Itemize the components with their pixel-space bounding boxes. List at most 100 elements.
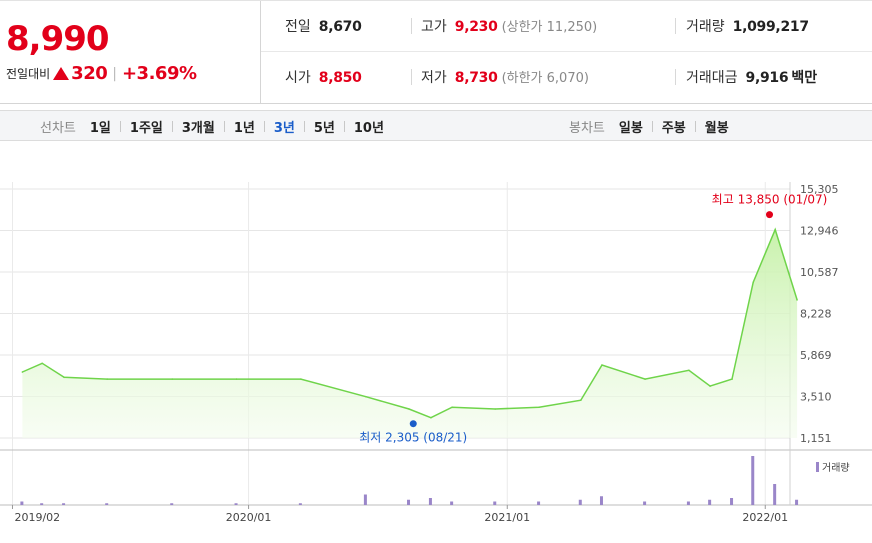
y-axis-ticks: 15,305 12,946 10,587 8,228 5,869 3,510 1,151 bbox=[800, 183, 839, 445]
line-chart-label[interactable]: 선차트 bbox=[40, 121, 76, 136]
price-point bbox=[579, 399, 582, 401]
candle-button-2[interactable]: 월봉 bbox=[704, 121, 729, 136]
y-tick-label: 8,228 bbox=[800, 308, 832, 321]
price-chart: 15,305 12,946 10,587 8,228 5,869 3,510 1,151 거… bbox=[0, 182, 872, 524]
prev-close-label: 전일 bbox=[285, 19, 311, 35]
price-point bbox=[538, 406, 540, 409]
amount-value: 9,916 bbox=[745, 70, 789, 86]
change-divider: | bbox=[112, 65, 117, 82]
price-box: 8,990 전일대비 320 | +3.69% bbox=[0, 1, 261, 104]
divider bbox=[675, 69, 676, 85]
quote-row-1: 전일 8,670 고가 9,230 (상한가 11,250) 거래량 1,099… bbox=[261, 1, 872, 52]
open-label: 시가 bbox=[285, 70, 311, 86]
volume-bar bbox=[643, 501, 647, 505]
up-triangle-icon bbox=[53, 67, 70, 80]
volume-bar bbox=[105, 503, 109, 505]
candle-chart-label[interactable]: 봉차트 bbox=[569, 121, 605, 136]
low-marker bbox=[409, 420, 417, 428]
volume-bar bbox=[428, 498, 432, 505]
volume-value: 1,099,217 bbox=[732, 19, 809, 35]
price-point bbox=[494, 408, 497, 410]
low-label: 저가 bbox=[421, 70, 447, 86]
volume-label: 거래량 bbox=[686, 19, 725, 35]
volume-bar bbox=[363, 494, 367, 505]
period-button-6[interactable]: 10년 bbox=[353, 121, 384, 136]
price-point bbox=[235, 378, 238, 380]
high-marker bbox=[766, 211, 774, 219]
x-tick-label: 2022/01 bbox=[742, 511, 788, 524]
divider bbox=[411, 18, 412, 34]
period-button-3[interactable]: 1년 bbox=[233, 121, 255, 136]
chart-toolbar: 선차트 1일 1주일 3개월 1년 3년 5년 10년 봉차트 일봉 주봉 월봉 bbox=[0, 110, 872, 141]
open-value: 8,850 bbox=[318, 70, 362, 86]
period-button-4[interactable]: 3년 bbox=[273, 121, 295, 136]
y-tick-label: 10,587 bbox=[800, 266, 839, 279]
price-point bbox=[731, 378, 733, 380]
period-button-5[interactable]: 5년 bbox=[313, 121, 335, 136]
change-amount: 320 bbox=[71, 63, 108, 84]
y-tick-label: 5,869 bbox=[800, 349, 832, 362]
volume-bar bbox=[751, 456, 755, 505]
candle-chart-periods: 봉차트 일봉 주봉 월봉 bbox=[569, 117, 729, 136]
price-point bbox=[644, 378, 646, 380]
toolbar-divider bbox=[119, 121, 121, 132]
low-price: 저가 8,730 (하한가 6,070) bbox=[421, 67, 589, 87]
toolbar-divider bbox=[303, 121, 305, 132]
high-price: 고가 9,230 (상한가 11,250) bbox=[421, 16, 597, 36]
volume-bar bbox=[795, 499, 799, 505]
volume-bar bbox=[493, 501, 497, 505]
volume-bars: 거래량 bbox=[20, 456, 850, 505]
price-point bbox=[63, 376, 65, 379]
amount-label: 거래대금 bbox=[686, 70, 738, 86]
volume-bar bbox=[537, 501, 541, 505]
x-axis-ticks: 2019/02 2020/01 2021/01 2022/01 bbox=[11, 505, 788, 524]
volume-bar bbox=[170, 503, 174, 505]
x-tick-label: 2021/01 bbox=[484, 511, 530, 524]
price-change: 전일대비 320 | +3.69% bbox=[6, 63, 197, 84]
toolbar-divider bbox=[263, 121, 265, 132]
amount-unit: 백만 bbox=[791, 70, 818, 86]
period-button-0[interactable]: 1일 bbox=[89, 121, 111, 136]
y-tick-label: 3,510 bbox=[800, 391, 832, 404]
volume-bar bbox=[407, 499, 411, 505]
price-point bbox=[430, 416, 432, 419]
period-button-1[interactable]: 1주일 bbox=[129, 121, 163, 136]
period-button-2[interactable]: 3개월 bbox=[181, 121, 215, 136]
low-value: 8,730 bbox=[454, 70, 498, 86]
volume: 거래량 1,099,217 bbox=[686, 16, 809, 36]
y-tick-label: 12,946 bbox=[800, 225, 839, 238]
price-point bbox=[796, 299, 798, 301]
x-tick-label: 2020/01 bbox=[226, 511, 272, 524]
price-point bbox=[688, 369, 690, 372]
volume-bar bbox=[578, 499, 582, 505]
volume-bar bbox=[730, 498, 734, 505]
candle-button-1[interactable]: 주봉 bbox=[661, 121, 686, 136]
high-label: 최고 13,850 (01/07) bbox=[712, 193, 828, 207]
volume-bar bbox=[62, 503, 66, 505]
price-points bbox=[21, 228, 798, 419]
volume-bar bbox=[686, 501, 690, 505]
price-point bbox=[709, 385, 711, 387]
toolbar-divider bbox=[651, 121, 653, 132]
toolbar-divider bbox=[694, 121, 696, 132]
volume-bar bbox=[599, 496, 603, 505]
price-area bbox=[22, 229, 798, 438]
prev-close: 전일 8,670 bbox=[285, 16, 362, 36]
toolbar-divider bbox=[171, 121, 173, 132]
divider bbox=[675, 18, 676, 34]
price-point bbox=[774, 228, 776, 231]
trade-amount: 거래대금 9,916 백만 bbox=[686, 67, 817, 87]
quote-row-2: 시가 8,850 저가 8,730 (하한가 6,070) 거래대금 9,916… bbox=[261, 52, 872, 103]
candle-button-0[interactable]: 일봉 bbox=[618, 121, 643, 136]
price-point bbox=[300, 378, 302, 380]
volume-bar bbox=[234, 503, 238, 505]
line-chart-periods: 선차트 1일 1주일 3개월 1년 3년 5년 10년 bbox=[40, 117, 384, 136]
volume-legend-swatch bbox=[816, 462, 819, 472]
change-label: 전일대비 bbox=[6, 67, 51, 81]
price-point bbox=[21, 371, 24, 373]
prev-close-value: 8,670 bbox=[318, 19, 362, 35]
current-price: 8,990 bbox=[6, 19, 110, 59]
annotations: 최고 13,850 (01/07) 최저 2,305 (08/21) bbox=[359, 193, 827, 445]
volume-bar bbox=[20, 501, 24, 505]
price-point bbox=[106, 378, 108, 380]
